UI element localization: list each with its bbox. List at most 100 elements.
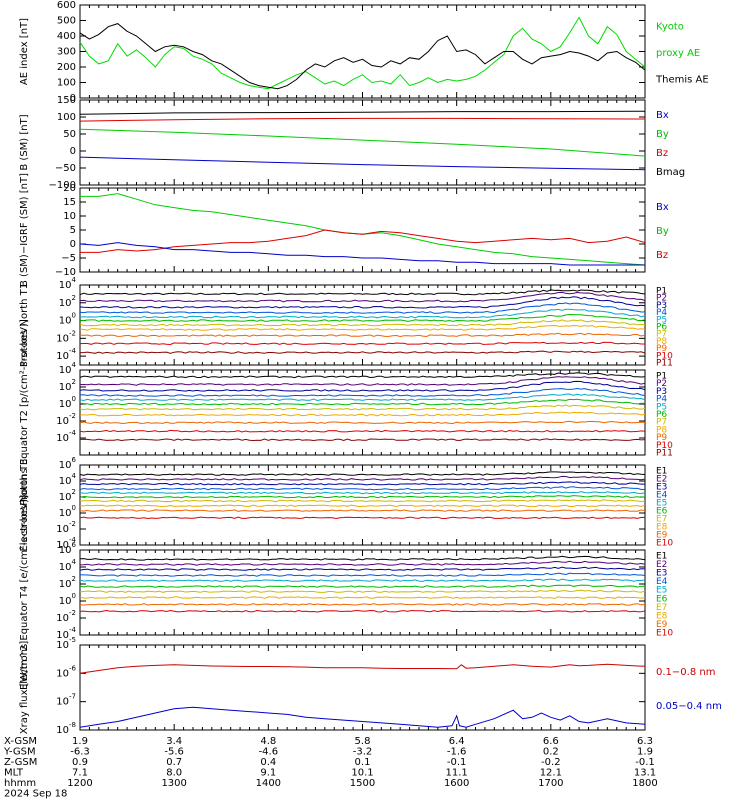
series-line-1-kyoto-proxy-ae	[79, 16, 646, 90]
y-tick-label: 104	[59, 361, 77, 376]
y-tick-label: 15	[63, 197, 76, 208]
series-line-5-p4	[79, 387, 646, 397]
ephemeris-value: 1.9	[72, 736, 88, 747]
legend-label: E10	[656, 629, 673, 639]
y-tick-label: 104	[59, 276, 77, 291]
ephemeris-value: 3.4	[166, 736, 182, 747]
legend-label: E2	[656, 475, 667, 485]
ephemeris-value: 10.1	[351, 768, 373, 779]
ephemeris-value: 1.9	[637, 747, 653, 758]
legend-label: P11	[656, 359, 673, 369]
legend-label: E5	[656, 586, 667, 596]
legend-label: P7	[656, 418, 667, 428]
series-line-5-p5	[79, 393, 646, 402]
ephemeris-value: 1300	[161, 778, 186, 789]
legend-label: E7	[656, 515, 667, 525]
y-tick-label: 200	[57, 62, 76, 73]
y-axis-title: Xray flux [W/m^2]	[19, 641, 30, 735]
legend-label: P1	[656, 372, 667, 382]
y-tick-label: 10-8	[56, 721, 76, 736]
y-tick-exponent: -2	[69, 329, 76, 337]
series-line-5-p2	[79, 376, 646, 386]
ephemeris-value: -1.6	[447, 747, 467, 758]
y-tick-label: 102	[59, 575, 76, 590]
y-tick-label: 100	[59, 312, 76, 327]
y-tick-exponent: 4	[72, 361, 77, 369]
y-tick-exponent: 0	[72, 395, 76, 403]
y-tick-label: 10-2	[56, 520, 76, 535]
ephemeris-row-label: hhmm	[4, 778, 36, 789]
ephemeris-value: 5.8	[355, 736, 371, 747]
series-line-8-0-1-0-8-nm	[79, 663, 646, 674]
legend-label: E1	[656, 552, 667, 562]
series-line-7-e3	[79, 566, 646, 571]
ephemeris-value: 8.0	[166, 768, 182, 779]
series-line-6-e4	[79, 486, 646, 491]
y-tick-label: 300	[57, 47, 76, 58]
y-axis-title: Electrons North T3	[19, 458, 30, 551]
y-tick-exponent: 6	[72, 541, 77, 549]
y-tick-label: 100	[57, 112, 76, 123]
series-line-7-e10	[79, 609, 646, 613]
legend-label: Bz	[656, 250, 668, 261]
legend-label: E7	[656, 603, 667, 613]
ephemeris-value: -6.3	[70, 747, 90, 758]
ephemeris-value: 1800	[632, 778, 657, 789]
series-line-5-p9	[79, 420, 646, 425]
series-line-1-themis-ae	[79, 23, 646, 90]
ephemeris-value: 6.6	[543, 736, 559, 747]
ephemeris-value: -0.1	[447, 757, 467, 768]
legend-label: proxy AE	[656, 48, 700, 59]
legend-label: P5	[656, 315, 667, 325]
y-tick-exponent: -4	[69, 347, 77, 355]
series-line-4-p8	[79, 324, 646, 331]
series-line-6-e10	[79, 516, 646, 520]
y-tick-label: −100	[49, 180, 76, 191]
series-line-5-p10	[79, 429, 646, 433]
y-tick-exponent: 4	[72, 276, 77, 284]
y-axis-title: AE index [nT]	[19, 18, 30, 85]
y-tick-label: 0	[70, 239, 76, 250]
y-tick-label: 10-2	[56, 329, 76, 344]
y-tick-label: 10-4	[56, 429, 76, 444]
y-tick-exponent: 2	[72, 294, 76, 302]
series-line-7-e1	[79, 555, 646, 561]
series-line-5-p8	[79, 411, 646, 417]
legend-label: By	[656, 226, 669, 237]
legend-label: 0.05−0.4 nm	[656, 701, 722, 712]
legend-label: P10	[656, 441, 673, 451]
legend-label: Kyoto	[656, 21, 684, 32]
legend-label: P9	[656, 433, 667, 443]
ephemeris-value: 1400	[256, 778, 281, 789]
series-line-6-e1	[79, 471, 646, 476]
y-tick-label: 102	[59, 294, 76, 309]
series-line-2-by	[79, 128, 646, 157]
series-line-5-p6	[79, 398, 646, 406]
series-line-5-p11	[79, 438, 646, 442]
series-line-3-bz	[80, 229, 646, 253]
y-axis-title: Protons Equator T2 [p/(cm²-s-sr-keV)]	[19, 319, 30, 506]
series-line-8-0-05-0-4-nm	[79, 706, 646, 728]
y-axis-title: Protons North T1	[19, 283, 30, 367]
y-tick-exponent: 2	[72, 575, 76, 583]
ephemeris-value: 6.3	[637, 736, 653, 747]
legend-label: Bz	[656, 148, 668, 159]
legend-label: P2	[656, 379, 667, 389]
legend-label: P1	[656, 287, 667, 297]
y-tick-exponent: 0	[72, 592, 76, 600]
series-line-6-e8	[79, 504, 646, 508]
series-line-4-p4	[79, 302, 646, 314]
ephemeris-value: -0.1	[635, 757, 655, 768]
y-tick-label: 10-2	[56, 609, 76, 624]
y-tick-exponent: -4	[69, 429, 77, 437]
legend-label: P8	[656, 337, 667, 347]
series-line-4-p11	[79, 350, 646, 354]
y-tick-label: 104	[59, 558, 77, 573]
legend-label: E6	[656, 507, 668, 517]
series-line-3-bx	[79, 242, 645, 266]
ephemeris-value: -4.6	[259, 747, 279, 758]
legend-label: P2	[656, 294, 667, 304]
ephemeris-value: 1600	[444, 778, 469, 789]
ephemeris-value: 11.1	[446, 768, 468, 779]
legend-label: P11	[656, 449, 673, 459]
